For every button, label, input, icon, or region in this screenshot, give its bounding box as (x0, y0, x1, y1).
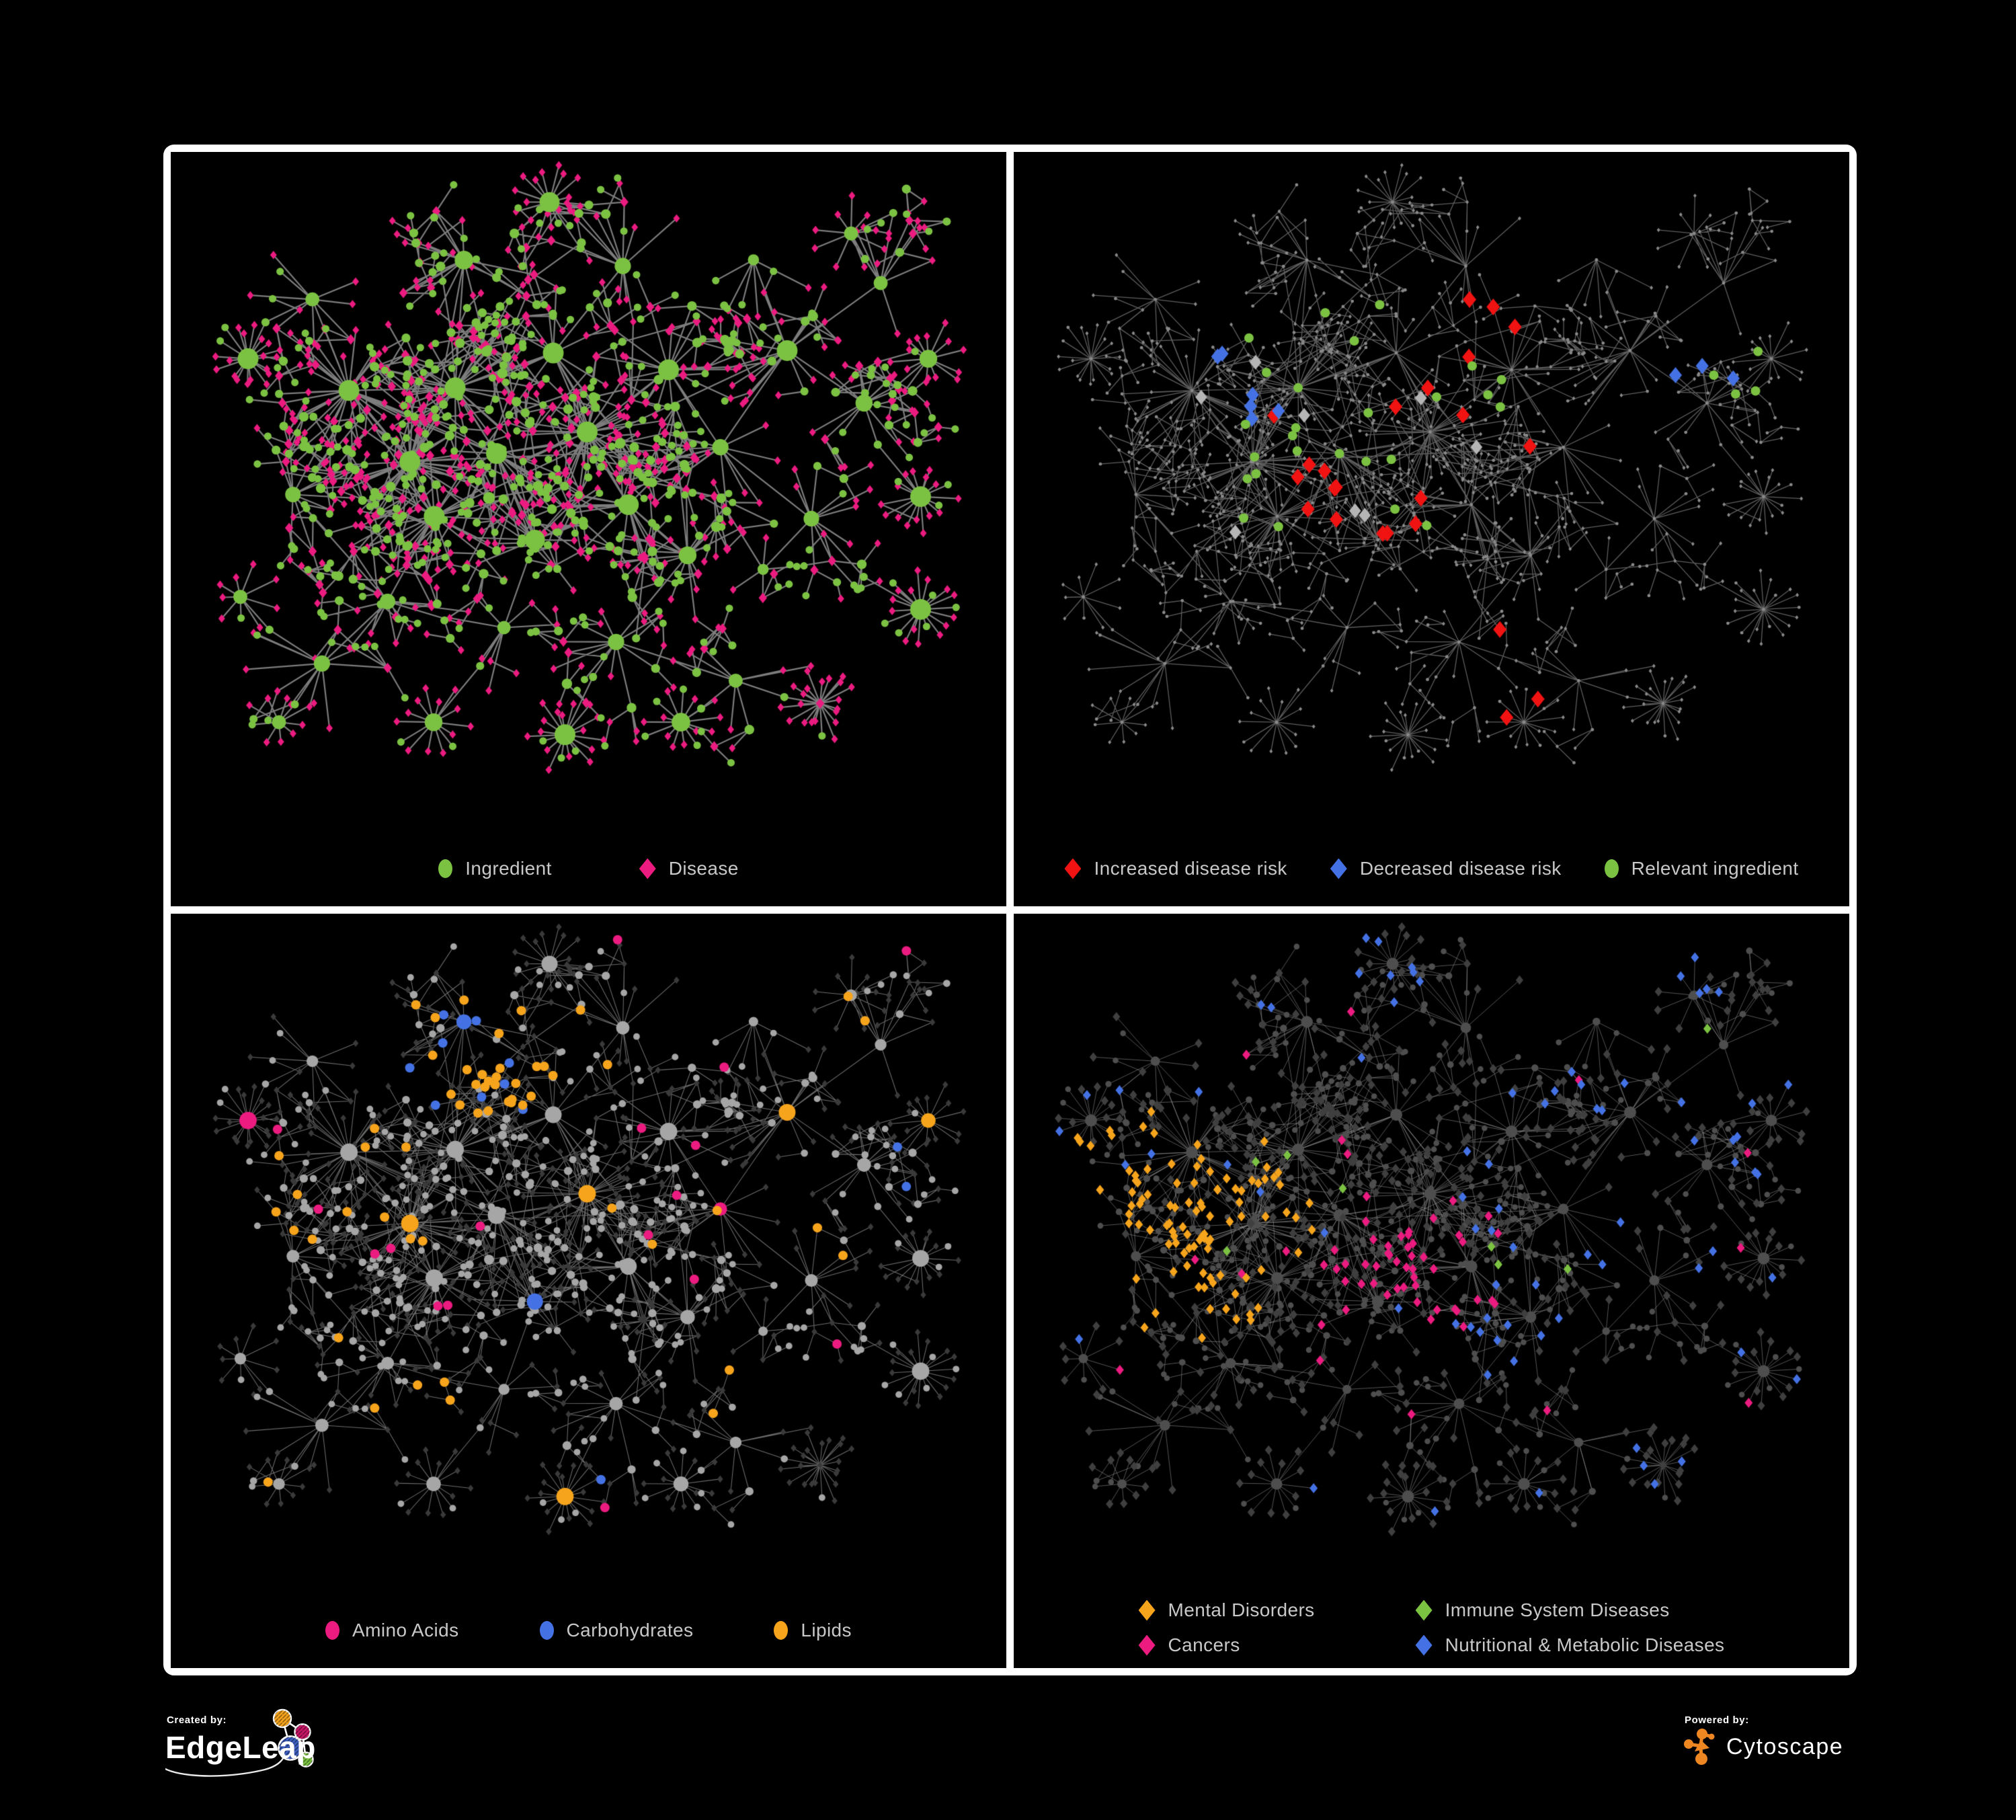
legend-ingredient-disease: Ingredient Disease (171, 855, 1006, 882)
panel-grid: Ingredient Disease Increased disease risk… (163, 145, 1857, 1675)
legend-item-immune-system-diseases: Immune System Diseases (1415, 1597, 1725, 1624)
legend-label: Relevant ingredient (1631, 858, 1799, 879)
edgeleap-graph-nodes (272, 1708, 314, 1768)
legend-item-carbohydrates: Carbohydrates (539, 1617, 694, 1644)
cytoscape-wordmark: Cytoscape (1726, 1733, 1844, 1759)
legend-label: Cancers (1168, 1634, 1240, 1655)
legend-label: Increased disease risk (1094, 858, 1287, 879)
network-canvas-ingredient-disease (171, 152, 1006, 906)
panel-macronutrients: Amino Acids Carbohydrates Lipids (171, 914, 1006, 1668)
legend-marker-diamond (1138, 1599, 1156, 1621)
cytoscape-logo: Cytoscape (1683, 1728, 1843, 1766)
panel-disease-risk: Increased disease risk Decreased disease … (1014, 152, 1849, 906)
legend-item-amino-acids: Amino Acids (325, 1617, 458, 1644)
legend-item-increased-disease-risk: Increased disease risk (1064, 855, 1287, 882)
legend-item-mental-disorders: Mental Disorders (1138, 1597, 1315, 1624)
created-by-label: Created by: (167, 1714, 227, 1726)
legend-label: Disease (668, 858, 739, 879)
legend-label: Nutritional & Metabolic Diseases (1445, 1634, 1725, 1655)
cytoscape-icon (1684, 1729, 1715, 1765)
network-canvas-disease-risk (1014, 152, 1849, 906)
legend-item-decreased-disease-risk: Decreased disease risk (1330, 855, 1562, 882)
legend-marker-diamond (1330, 858, 1347, 879)
legend-item-cancers: Cancers (1138, 1632, 1315, 1659)
powered-by-block: Powered by: Cytoscape (1683, 1706, 1871, 1794)
legend-label: Ingredient (465, 858, 552, 879)
network-canvas-macronutrients (171, 914, 1006, 1668)
legend-marker-diamond (1064, 858, 1082, 879)
legend-label: Lipids (801, 1620, 852, 1640)
legend-marker-circle (774, 1621, 789, 1640)
legend-item-disease: Disease (639, 855, 739, 882)
legend-disease-classes: Mental Disorders Immune System Diseases Ca… (1138, 1597, 1725, 1659)
created-by-block: EdgeLeap Created by: (165, 1706, 333, 1794)
legend-label: Immune System Diseases (1445, 1599, 1670, 1620)
panel-ingredient-disease: Ingredient Disease (171, 152, 1006, 906)
edgeleap-swoosh-line (165, 1750, 286, 1777)
legend-label: Carbohydrates (566, 1620, 694, 1640)
legend-marker-diamond (1415, 1634, 1433, 1656)
legend-item-ingredient: Ingredient (438, 855, 552, 882)
legend-label: Mental Disorders (1168, 1599, 1315, 1620)
legend-marker-circle (539, 1621, 554, 1640)
powered-by-label: Powered by: (1685, 1714, 1749, 1726)
legend-marker-diamond (1138, 1634, 1156, 1656)
legend-marker-diamond (639, 858, 656, 879)
legend-marker-circle (1604, 859, 1619, 878)
legend-macronutrients: Amino Acids Carbohydrates Lipids (171, 1617, 1006, 1644)
panel-disease-classes: Mental Disorders Immune System Diseases Ca… (1014, 914, 1849, 1668)
legend-disease-risk: Increased disease risk Decreased disease … (1014, 855, 1849, 882)
legend-label: Amino Acids (352, 1620, 459, 1640)
legend-label: Decreased disease risk (1359, 858, 1562, 879)
legend-item-nutritional-metabolic-diseases: Nutritional & Metabolic Diseases (1415, 1632, 1725, 1659)
legend-marker-circle (438, 859, 453, 878)
legend-item-lipids: Lipids (774, 1617, 852, 1644)
network-canvas-disease-classes (1014, 914, 1849, 1668)
edgeleap-wordmark: EdgeLeap (165, 1730, 316, 1765)
legend-marker-diamond (1415, 1599, 1433, 1621)
legend-marker-circle (325, 1621, 340, 1640)
edgeleap-logo: EdgeLeap (165, 1708, 316, 1777)
legend-item-relevant-ingredient: Relevant ingredient (1604, 855, 1799, 882)
